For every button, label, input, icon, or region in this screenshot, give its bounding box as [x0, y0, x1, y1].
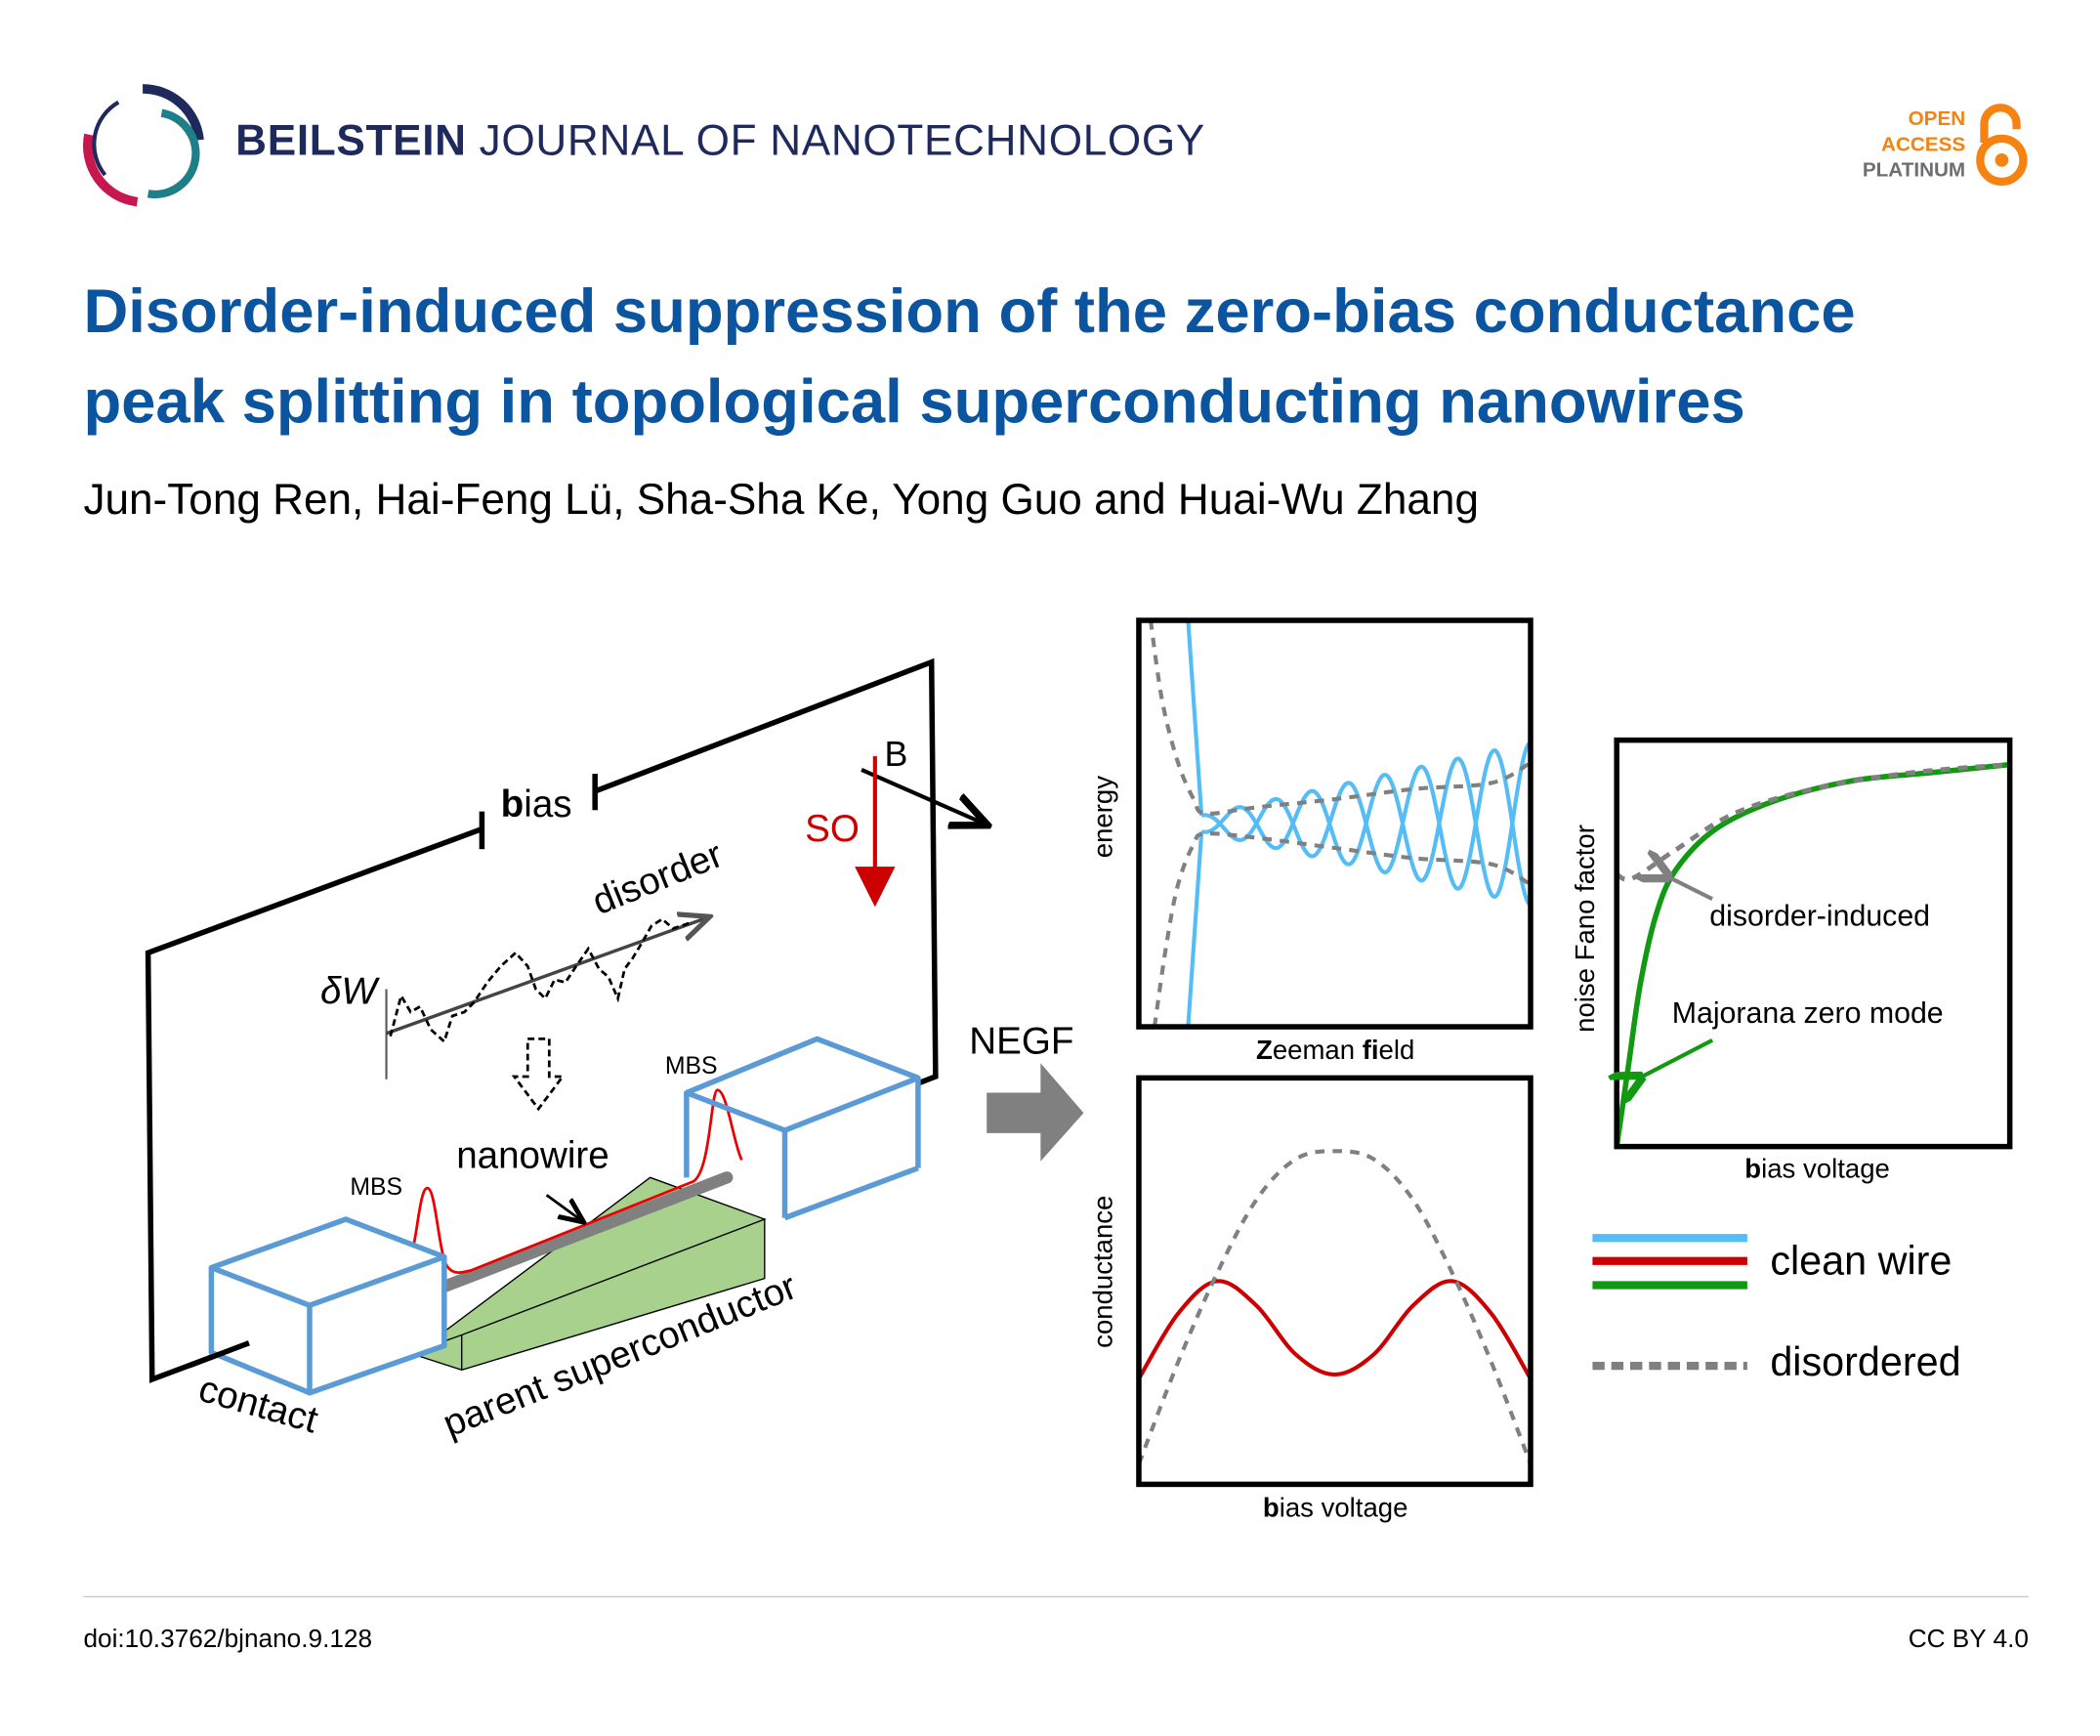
- logo-arc-teal: [147, 108, 200, 199]
- journal-name: BEILSTEIN JOURNAL OF NANOTECHNOLOGY: [235, 115, 1205, 165]
- spin-orbit-label: SO: [805, 808, 860, 850]
- energy-clean-branch-pre-onset: [1186, 831, 1204, 1028]
- doi[interactable]: doi:10.3762/bjnano.9.128: [83, 1626, 373, 1654]
- fano-clean-curve: [1617, 761, 2010, 1147]
- majorana-wavefunction-curve: [409, 1088, 743, 1274]
- energy-ylabel: energy: [1087, 776, 1117, 858]
- contact-lead: [187, 1340, 250, 1369]
- energy-clean-branch-pre-onset: [1186, 620, 1204, 816]
- mbs-label-right: MBS: [665, 1053, 718, 1080]
- conductance-ylabel: conductance: [1087, 1196, 1117, 1348]
- beilstein-logo: [82, 84, 204, 207]
- conductance-disordered-curve: [1138, 1149, 1532, 1465]
- circuit-wire-right: [594, 657, 939, 1086]
- open-access-lock-icon: [1976, 104, 2028, 187]
- nanowire-pointer-arrow: [545, 1194, 582, 1220]
- journal-name-bold: BEILSTEIN: [235, 115, 467, 165]
- fano-ylabel: noise Fano factor: [1570, 825, 1600, 1033]
- disorder-x-axis-arrow: [385, 917, 707, 1036]
- logo-arc-navy: [142, 84, 204, 141]
- title-line-1: Disorder-induced suppression of the zero…: [83, 275, 1856, 347]
- annotation-disorder-induced: disorder-induced: [1709, 901, 1930, 933]
- delta-w-label: δW: [320, 971, 380, 1013]
- energy-clean-oscillation-lower: [1200, 741, 1532, 900]
- conductance-xlabel: bias voltage: [1263, 1492, 1408, 1522]
- journal-name-rest: JOURNAL OF NANOTECHNOLOGY: [466, 115, 1206, 165]
- conductance-chart-frame: [1136, 1075, 1533, 1488]
- negf-arrow-icon: [987, 1063, 1084, 1162]
- contact-box-right: [684, 1036, 921, 1221]
- footer-divider: [83, 1595, 2029, 1598]
- magnetic-field-arrow: [861, 768, 984, 824]
- conductance-clean-curve: [1138, 1279, 1532, 1380]
- energy-plot-area: [1148, 620, 1532, 1028]
- title-line-2: peak splitting in topological supercondu…: [83, 365, 1745, 437]
- article-title: Disorder-induced suppression of the zero…: [83, 267, 1855, 447]
- oa-platinum: PLATINUM: [1862, 158, 1966, 182]
- energy-disordered-upper: [1148, 620, 1532, 816]
- fano-plot-area: [1617, 761, 2010, 1147]
- nanowire-label: nanowire: [456, 1135, 609, 1177]
- legend-clean-wire: clean wire: [1770, 1239, 1952, 1284]
- energy-xlabel: Zeeman field: [1256, 1035, 1414, 1065]
- fano-disordered-curve: [1617, 762, 2010, 882]
- authors: Jun-Tong Ren, Hai-Feng Lü, Sha-Sha Ke, Y…: [83, 475, 1479, 524]
- energy-chart-frame: [1136, 617, 1533, 1030]
- disorder-potential-curve: [389, 917, 691, 1044]
- oa-open: OPEN: [1908, 107, 1966, 131]
- license: CC BY 4.0: [1908, 1626, 2029, 1654]
- logo-arc-crimson: [82, 133, 139, 207]
- bias-label: bias: [501, 783, 572, 826]
- magnetic-field-label: B: [884, 735, 907, 774]
- energy-disordered-lower: [1152, 831, 1532, 1028]
- negf-label: NEGF: [969, 1021, 1073, 1063]
- annotation-arrow-disorder: [1663, 874, 1713, 902]
- nanowire: [431, 1171, 734, 1295]
- oa-access: ACCESS: [1881, 133, 1966, 156]
- dashed-down-arrow-icon: [511, 1037, 566, 1112]
- logo-arc-inner: [92, 100, 120, 177]
- contact-box-left: [208, 1216, 447, 1396]
- annotation-majorana-zero-mode: Majorana zero mode: [1672, 997, 1944, 1030]
- mbs-label-left: MBS: [350, 1174, 402, 1201]
- legend-disordered: disordered: [1770, 1339, 1960, 1384]
- annotation-arrow-majorana: [1637, 1037, 1714, 1080]
- disorder-label: disorder: [587, 833, 729, 923]
- conductance-plot-area: [1138, 1149, 1532, 1465]
- fano-chart-frame: [1614, 737, 2013, 1150]
- fano-xlabel: bias voltage: [1744, 1153, 1890, 1183]
